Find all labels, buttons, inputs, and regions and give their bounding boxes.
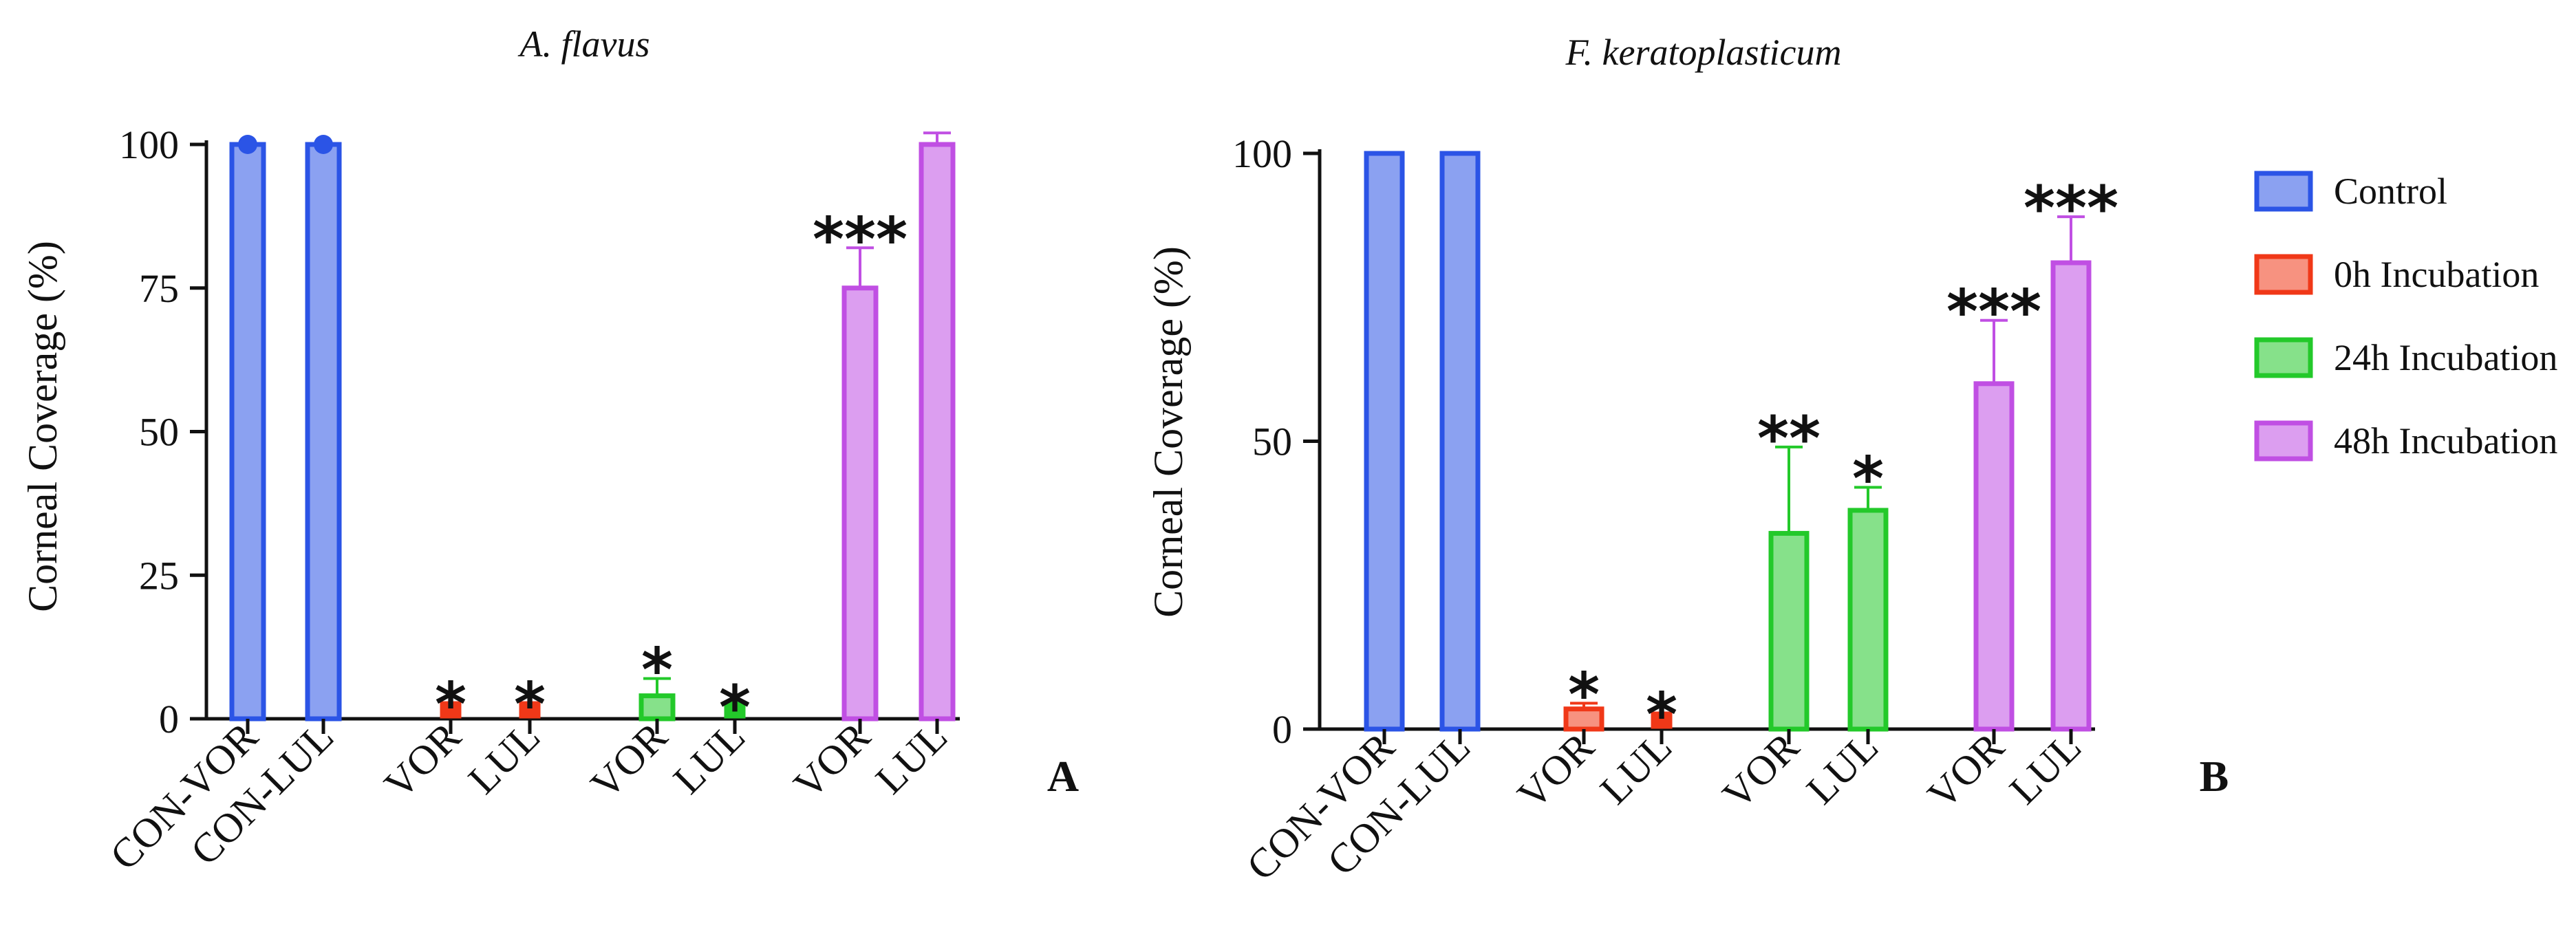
panel-a-bar-8 bbox=[919, 131, 956, 722]
panel-a-bar-rect bbox=[229, 142, 266, 722]
panel-b-x-tick-label: LUL bbox=[2001, 724, 2090, 813]
panel-b-bar-3 bbox=[1563, 702, 1604, 732]
panel-a-y-axis-label: Corneal Coverage (%) bbox=[20, 241, 65, 612]
panel-b-bar-rect bbox=[1439, 151, 1481, 732]
panel-a-x-tick-label: LUL bbox=[867, 714, 956, 803]
panel-a-y-tick-label: 0 bbox=[159, 697, 179, 741]
panel-b-letter: B bbox=[2200, 752, 2229, 801]
panel-b-bar-2 bbox=[1439, 151, 1481, 732]
panel-b-bar-7 bbox=[1973, 318, 2015, 732]
panel-b-y-tick-label: 100 bbox=[1232, 131, 1292, 176]
panel-a-y-tick-label: 75 bbox=[139, 266, 179, 311]
panel-b-y-axis-label: Corneal Coverage (%) bbox=[1146, 246, 1191, 618]
panel-a-bar-rect bbox=[305, 142, 342, 722]
legend-swatch-24h bbox=[2254, 337, 2313, 378]
panel-a-data-point bbox=[238, 135, 257, 154]
panel-a-bar-3 bbox=[440, 701, 462, 719]
panel-b-bar-1 bbox=[1364, 151, 1405, 732]
panel-a-y-tick-label: 100 bbox=[119, 122, 179, 167]
panel-a-significance-label: * bbox=[514, 669, 546, 740]
panel-a-significance-label: * bbox=[435, 669, 466, 740]
panel-b-bar-rect bbox=[1768, 530, 1810, 732]
panel-b-title: F. keratoplasticum bbox=[1565, 32, 1842, 73]
legend-label-control: Control bbox=[2334, 171, 2447, 212]
legend-swatch-control bbox=[2254, 171, 2313, 212]
legend-swatch-0h bbox=[2254, 254, 2313, 295]
panel-b-bar-4 bbox=[1651, 711, 1673, 729]
panel-a-y-tick-label: 25 bbox=[139, 553, 179, 598]
legend-item-0h: 0h Incubation bbox=[2254, 254, 2539, 295]
panel-b-y-tick-label: 0 bbox=[1272, 707, 1292, 752]
legend-label-24h: 24h Incubation bbox=[2334, 337, 2557, 378]
panel-b-bar-rect bbox=[2050, 260, 2092, 732]
panel-a-title: A. flavus bbox=[518, 23, 650, 65]
panel-a-x-tick-label: VOR bbox=[785, 714, 879, 807]
panel-a-x-tick-label: VOR bbox=[582, 714, 676, 807]
panel-a-significance-label: *** bbox=[813, 204, 908, 274]
panel-b-significance-label: * bbox=[1646, 680, 1677, 750]
panel-b-bar-6 bbox=[1847, 486, 1889, 732]
panel-b-bar-rect bbox=[1973, 381, 2015, 732]
panel-b-y-tick-label: 50 bbox=[1252, 420, 1292, 464]
panel-a-significance-label: * bbox=[719, 672, 751, 743]
panel-b-bar-8 bbox=[2050, 215, 2092, 732]
panel-a-bar-4 bbox=[519, 701, 541, 719]
legend-label-48h: 48h Incubation bbox=[2334, 420, 2557, 462]
legend-label-0h: 0h Incubation bbox=[2334, 254, 2539, 295]
panel-b-chart: F. keratoplasticum Corneal Coverage (%) … bbox=[1146, 32, 2229, 889]
panel-a-bar-rect bbox=[440, 701, 462, 719]
legend-swatch-48h bbox=[2254, 420, 2313, 462]
panel-b-x-tick-label: VOR bbox=[1509, 724, 1602, 818]
panel-a-letter: A bbox=[1047, 752, 1079, 801]
panel-b-bar-5 bbox=[1768, 445, 1810, 732]
panel-b-bar-rect bbox=[1364, 151, 1405, 732]
panel-a-bar-6 bbox=[724, 701, 746, 719]
panel-b-x-tick-label: VOR bbox=[1714, 724, 1807, 818]
panel-a-chart: A. flavus Corneal Coverage (%) A 0 25 50 75… bbox=[20, 23, 1079, 878]
panel-b-x-tick-label: LUL bbox=[1798, 724, 1887, 813]
panel-a-bar-rect bbox=[724, 701, 746, 719]
panel-b-bar-rect bbox=[1651, 711, 1673, 729]
panel-a-bar-7 bbox=[841, 246, 879, 722]
panel-b-significance-label: *** bbox=[2024, 173, 2118, 243]
panel-a-y-tick-label: 50 bbox=[139, 410, 179, 455]
panel-a-data-point bbox=[314, 135, 333, 154]
panel-b-bar-rect bbox=[1847, 508, 1889, 732]
panel-a-bar-2 bbox=[305, 135, 342, 722]
panel-b-significance-label: ** bbox=[1757, 403, 1821, 474]
panel-b-significance-label: * bbox=[1852, 443, 1884, 514]
legend-item-control: Control bbox=[2254, 171, 2447, 212]
panel-a-bar-1 bbox=[229, 135, 266, 722]
panel-b-significance-label: * bbox=[1568, 659, 1600, 730]
panel-a-bar-rect bbox=[519, 701, 541, 719]
panel-a-significance-label: * bbox=[641, 635, 673, 706]
panel-a-bar-rect bbox=[841, 285, 879, 722]
legend-item-48h: 48h Incubation bbox=[2254, 420, 2557, 462]
legend-item-24h: 24h Incubation bbox=[2254, 337, 2557, 378]
panel-b-x-tick-label: VOR bbox=[1919, 724, 2012, 818]
legend: Control 0h Incubation 24h Incubation 48h… bbox=[2254, 171, 2557, 462]
panel-b-significance-label: *** bbox=[1946, 277, 2041, 347]
panel-a-bar-rect bbox=[919, 142, 956, 722]
